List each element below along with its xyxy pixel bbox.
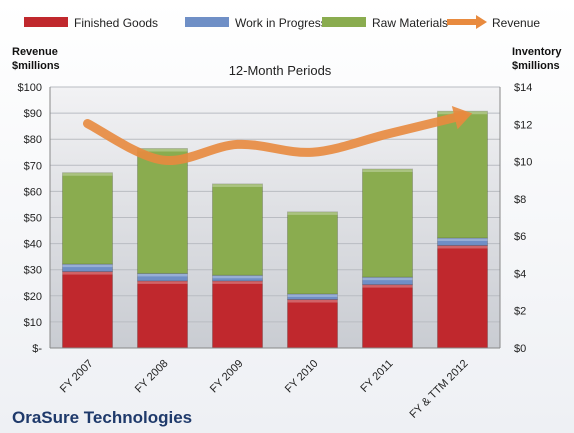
- revenue-line: [83, 105, 473, 165]
- bar-highlight: [62, 264, 113, 268]
- right-axis-title-line2: $millions: [512, 60, 560, 72]
- bar-finished-goods: [62, 271, 113, 349]
- bar-finished-goods: [212, 280, 263, 349]
- right-tick-label: $2: [514, 306, 526, 318]
- right-tick-label: $14: [514, 82, 532, 94]
- legend-swatch-raw-materials: [322, 17, 366, 27]
- legend: Finished Goods Work in Progress Raw Mate…: [24, 15, 540, 30]
- bar-highlight: [137, 280, 188, 284]
- left-axis-title-line1: Revenue: [12, 46, 58, 58]
- right-tick-label: $4: [514, 268, 526, 280]
- revenue-point: [387, 133, 389, 135]
- revenue-point: [87, 123, 89, 125]
- left-tick-label: $30: [24, 265, 42, 277]
- bar-raw-materials: [62, 172, 113, 265]
- company-name: OraSure Technologies: [12, 408, 192, 427]
- left-tick-label: $20: [24, 291, 42, 303]
- bar-highlight: [62, 271, 113, 275]
- bar-raw-materials: [437, 110, 488, 239]
- bar-raw-materials: [212, 183, 263, 276]
- left-tick-label: $90: [24, 108, 42, 120]
- right-tick-label: $0: [514, 343, 526, 355]
- bar-highlight: [362, 169, 413, 173]
- revenue-point: [462, 115, 464, 117]
- left-tick-label: $50: [24, 213, 42, 225]
- bar-highlight: [137, 273, 188, 277]
- left-tick-label: $40: [24, 239, 42, 251]
- bar-highlight: [437, 245, 488, 249]
- bar-highlight: [212, 280, 263, 284]
- right-axis-title-line1: Inventory: [512, 46, 562, 58]
- left-tick-label: $10: [24, 317, 42, 329]
- bar-highlight: [287, 293, 338, 297]
- revenue-line-path: [83, 111, 467, 165]
- legend-label-finished-goods: Finished Goods: [74, 16, 158, 30]
- revenue-point: [312, 151, 314, 153]
- legend-arrowhead-revenue: [476, 15, 487, 29]
- bar-raw-materials: [137, 148, 188, 274]
- bar-finished-goods: [362, 284, 413, 349]
- left-tick-label: $-: [32, 343, 42, 355]
- right-tick-label: $10: [514, 157, 532, 169]
- legend-label-work-in-progress: Work in Progress: [235, 16, 327, 30]
- grid: [50, 86, 500, 349]
- revenue-point: [162, 159, 164, 161]
- bar-finished-goods: [287, 299, 338, 349]
- legend-label-revenue: Revenue: [492, 16, 540, 30]
- right-tick-label: $12: [514, 119, 532, 131]
- bar-raw-materials: [362, 168, 413, 278]
- bar-highlight: [62, 172, 113, 176]
- left-axis-title-line2: $millions: [12, 60, 60, 72]
- revenue-point: [237, 143, 239, 145]
- left-tick-label: $60: [24, 186, 42, 198]
- left-tick-label: $100: [18, 82, 42, 94]
- bar-highlight: [212, 183, 263, 187]
- bar-finished-goods: [437, 244, 488, 349]
- right-tick-label: $8: [514, 194, 526, 206]
- legend-swatch-work-in-progress: [185, 17, 229, 27]
- left-tick-label: $70: [24, 160, 42, 172]
- bar-highlight: [437, 238, 488, 242]
- chart-subtitle: 12-Month Periods: [229, 63, 332, 78]
- bars: [62, 110, 488, 349]
- bar-highlight: [137, 148, 188, 152]
- legend-swatch-finished-goods: [24, 17, 68, 27]
- bar-finished-goods: [137, 280, 188, 349]
- bar-highlight: [362, 284, 413, 288]
- right-tick-label: $6: [514, 231, 526, 243]
- left-tick-label: $80: [24, 134, 42, 146]
- bar-highlight: [362, 277, 413, 281]
- revenue-line-arrowhead: [451, 105, 473, 130]
- bar-raw-materials: [287, 211, 338, 295]
- bar-highlight: [287, 299, 338, 303]
- bar-highlight: [287, 211, 338, 215]
- legend-label-raw-materials: Raw Materials: [372, 16, 448, 30]
- bar-highlight: [212, 275, 263, 279]
